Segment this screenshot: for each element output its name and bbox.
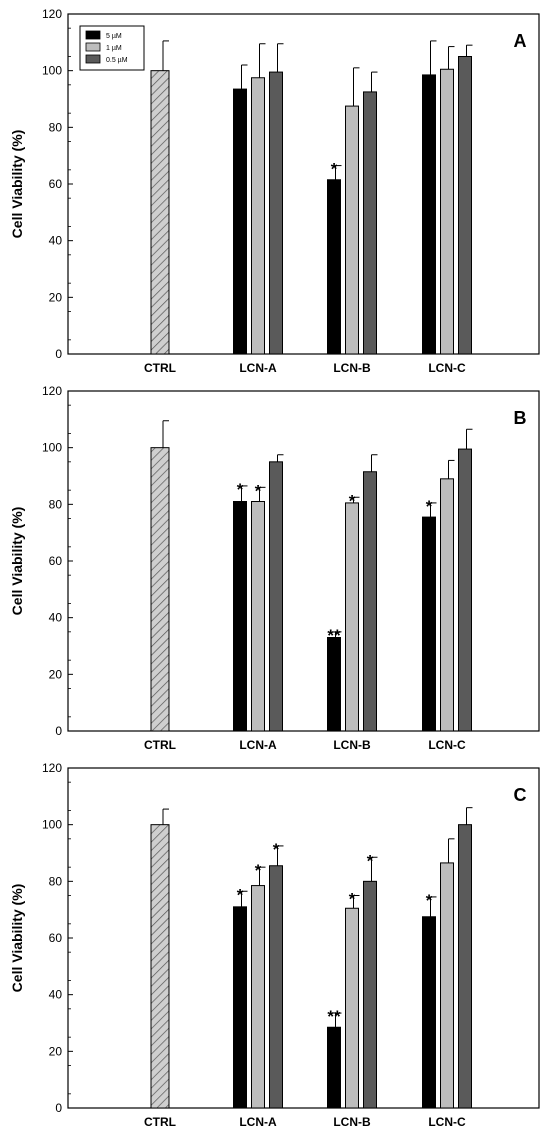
x-category-label: LCN-C [428, 1115, 466, 1129]
bar-lcn-a-series-3 [269, 71, 283, 355]
x-category-label: LCN-B [333, 738, 371, 752]
y-tick-label: 100 [42, 441, 62, 455]
y-tick-label: 80 [49, 497, 63, 511]
bar-lcn-b-series-1 [327, 637, 341, 732]
legend-label: 1 µM [106, 45, 122, 52]
y-tick-label: 0 [55, 724, 62, 738]
legend-swatch [85, 30, 101, 40]
y-tick-label: 0 [55, 347, 62, 361]
bar-lcn-b-series-2 [345, 502, 359, 732]
bar-lcn-a-series-1 [233, 501, 247, 732]
bar-ctrl [150, 824, 170, 1109]
y-tick-label: 20 [49, 667, 63, 681]
panel-label: A [514, 31, 527, 51]
y-tick-label: 80 [49, 874, 63, 888]
significance-marker: * [426, 891, 433, 910]
significance-marker: * [331, 160, 338, 179]
bar-lcn-b-series-2 [345, 105, 359, 355]
y-tick-label: 120 [42, 384, 62, 398]
bar-lcn-b-series-2 [345, 907, 359, 1109]
y-tick-label: 40 [49, 988, 63, 1002]
significance-marker: * [237, 885, 244, 904]
significance-marker: * [426, 497, 433, 516]
significance-marker: * [349, 890, 356, 909]
y-tick-label: 0 [55, 1101, 62, 1115]
significance-marker: * [349, 491, 356, 510]
significance-marker: * [273, 840, 280, 859]
legend-label: 0.5 µM [106, 57, 128, 64]
chart-panel-a: 0 20 40 60 80 100 120 Cell Viability (%) A CTRL LC… [9, 7, 540, 375]
bar-ctrl [150, 447, 170, 732]
y-tick-label: 20 [49, 290, 63, 304]
significance-marker: * [255, 481, 262, 500]
y-tick-label: 80 [49, 120, 63, 134]
chart-legend: 5 µM 1 µM 0.5 µM [79, 25, 145, 71]
y-axis-title: Cell Viability (%) [9, 130, 25, 239]
panel-label: B [514, 408, 527, 428]
bar-lcn-b-series-1 [327, 179, 341, 355]
significance-marker: * [367, 851, 374, 870]
bar-lcn-c-series-1 [422, 916, 436, 1109]
x-category-label: CTRL [144, 361, 176, 375]
x-category-label: LCN-A [239, 1115, 277, 1129]
legend-swatch [85, 42, 101, 52]
significance-marker: ** [327, 626, 341, 645]
y-tick-label: 40 [49, 234, 63, 248]
x-category-label: LCN-B [333, 361, 371, 375]
bar-lcn-c-series-1 [422, 516, 436, 732]
y-tick-label: 100 [42, 818, 62, 832]
bar-lcn-b-series-1 [327, 1026, 341, 1109]
bar-lcn-c-series-3 [458, 56, 472, 355]
bar-lcn-c-series-2 [440, 478, 454, 732]
bar-lcn-a-series-1 [233, 88, 247, 355]
y-tick-label: 60 [49, 177, 63, 191]
x-category-label: LCN-A [239, 361, 277, 375]
legend-label: 5 µM [106, 33, 122, 40]
panel-label: C [514, 785, 527, 805]
chart-panel-c: 0 20 40 60 80 100 120 Cell Viability (%) C CTRL LC… [9, 761, 540, 1129]
bar-lcn-c-series-1 [422, 74, 436, 355]
y-tick-label: 120 [42, 761, 62, 775]
bar-lcn-a-series-3 [269, 461, 283, 732]
x-category-label: CTRL [144, 738, 176, 752]
y-axis-title: Cell Viability (%) [9, 507, 25, 616]
significance-marker: ** [327, 1007, 341, 1026]
significance-marker: * [237, 480, 244, 499]
bar-lcn-c-series-3 [458, 824, 472, 1109]
x-category-label: LCN-C [428, 738, 466, 752]
significance-marker: * [255, 861, 262, 880]
y-tick-label: 100 [42, 64, 62, 78]
bar-lcn-a-series-3 [269, 865, 283, 1109]
y-tick-label: 60 [49, 554, 63, 568]
bar-lcn-a-series-2 [251, 885, 265, 1109]
bar-lcn-c-series-3 [458, 448, 472, 732]
bar-lcn-b-series-3 [363, 91, 377, 355]
bar-lcn-b-series-3 [363, 880, 377, 1109]
x-category-label: LCN-C [428, 361, 466, 375]
y-tick-label: 60 [49, 931, 63, 945]
x-category-label: CTRL [144, 1115, 176, 1129]
bar-lcn-a-series-1 [233, 906, 247, 1109]
y-tick-label: 40 [49, 611, 63, 625]
y-axis-title: Cell Viability (%) [9, 884, 25, 993]
y-tick-label: 120 [42, 7, 62, 21]
bar-lcn-c-series-2 [440, 68, 454, 355]
chart-panel-b: 0 20 40 60 80 100 120 Cell Viability (%) B CTRL LC… [9, 384, 540, 752]
bar-ctrl [150, 70, 170, 355]
x-category-label: LCN-B [333, 1115, 371, 1129]
legend-swatch [85, 54, 101, 64]
bar-lcn-a-series-2 [251, 77, 265, 355]
bar-lcn-b-series-3 [363, 471, 377, 732]
y-tick-label: 20 [49, 1044, 63, 1058]
bar-lcn-c-series-2 [440, 862, 454, 1109]
bar-lcn-a-series-2 [251, 501, 265, 732]
x-category-label: LCN-A [239, 738, 277, 752]
